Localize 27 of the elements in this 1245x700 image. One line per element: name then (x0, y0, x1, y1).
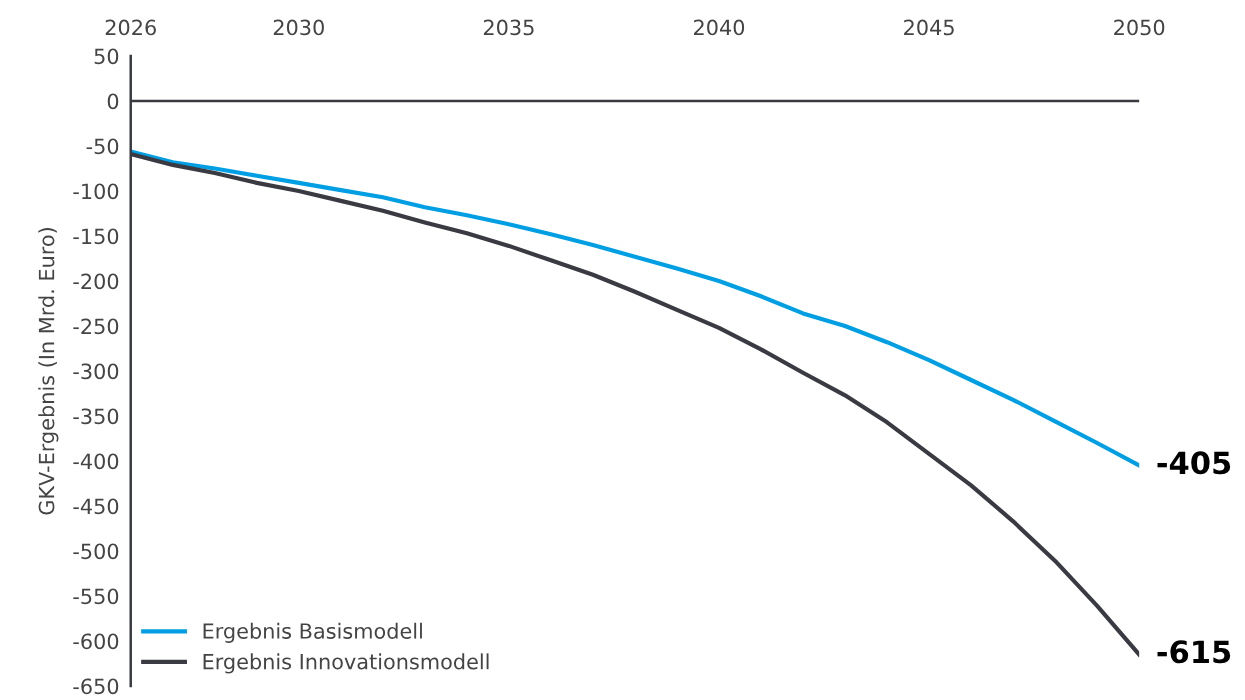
legend-label: Ergebnis Basismodell (203, 622, 422, 643)
y-tick-label: -400 (73, 453, 119, 470)
y-tick-label: 50 (94, 48, 119, 65)
x-tick-label: 2035 (483, 19, 534, 36)
x-tick-label: 2050 (1114, 19, 1165, 36)
y-tick-label: 0 (107, 93, 119, 110)
y-tick-label: -250 (73, 318, 119, 335)
line-series (130, 149, 1140, 468)
y-tick-label: -600 (73, 633, 119, 650)
y-tick-label: -150 (73, 228, 119, 245)
y-tick-label: -100 (73, 183, 119, 200)
x-tick-label: 2030 (273, 19, 324, 36)
y-tick-label: -500 (73, 543, 119, 560)
y-axis-title: GKV-Ergebnis (In Mrd. Euro) (38, 228, 59, 515)
legend-label: Ergebnis Innovationsmodell (203, 653, 489, 674)
y-tick-label: -650 (73, 678, 119, 695)
x-tick-label: 2040 (694, 19, 745, 36)
y-tick-label: -450 (73, 498, 119, 515)
x-tick-label: 2026 (105, 19, 156, 36)
y-tick-label: -300 (73, 363, 119, 380)
y-tick-label: -200 (73, 273, 119, 290)
x-tick-label: 2045 (904, 19, 954, 36)
y-tick-label: -50 (86, 138, 119, 155)
annotation: -405 (1157, 451, 1231, 475)
annotation: -615 (1157, 640, 1231, 664)
y-tick-label: -550 (73, 588, 119, 605)
y-tick-label: -350 (73, 408, 119, 425)
